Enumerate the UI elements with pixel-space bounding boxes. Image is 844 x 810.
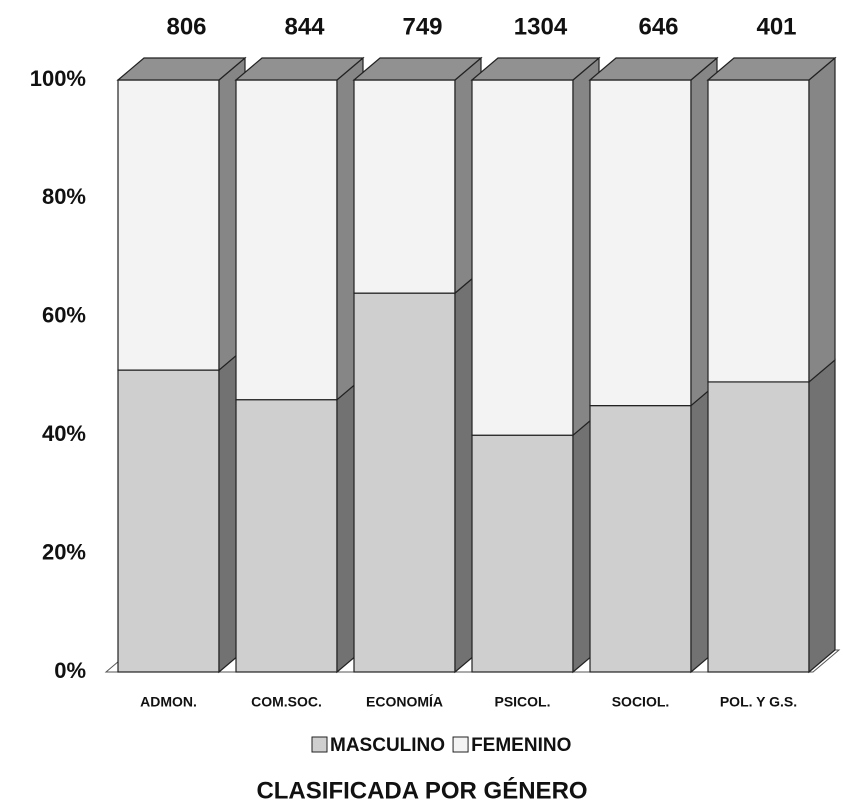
bar-side xyxy=(808,56,836,384)
legend-swatch xyxy=(452,736,469,753)
x-tick-label: POL. Y G.S. xyxy=(720,694,797,710)
bar-segment xyxy=(117,79,220,371)
y-tick-label: 40% xyxy=(42,421,86,446)
bar-top xyxy=(706,57,837,81)
bar-segment xyxy=(353,79,456,294)
total-label: 749 xyxy=(402,13,442,40)
total-label: 1304 xyxy=(514,13,568,40)
bar-segment xyxy=(235,79,338,401)
x-tick-label: ECONOMÍA xyxy=(366,694,443,710)
bar-top xyxy=(234,57,365,81)
bar-segment xyxy=(117,369,220,673)
chart-title: CLASIFICADA POR GÉNERO xyxy=(256,776,587,804)
bar-side xyxy=(808,358,836,674)
x-tick-label: SOCIOL. xyxy=(612,694,670,710)
legend-label: MASCULINO xyxy=(330,735,445,756)
bar-segment xyxy=(471,79,574,436)
total-label: 844 xyxy=(284,13,325,40)
bar-top xyxy=(116,57,247,81)
bar-top xyxy=(470,57,601,81)
total-label: 646 xyxy=(638,13,678,40)
bar-segment xyxy=(589,79,692,407)
x-tick-label: PSICOL. xyxy=(494,694,550,710)
x-tick-label: COM.SOC. xyxy=(251,694,322,710)
y-tick-label: 100% xyxy=(30,66,86,91)
bar-segment xyxy=(589,405,692,673)
total-label: 806 xyxy=(166,13,206,40)
legend-swatch xyxy=(311,736,328,753)
y-tick-label: 60% xyxy=(42,303,86,328)
bar-segment xyxy=(707,381,810,673)
y-tick-label: 20% xyxy=(42,539,86,564)
y-tick-label: 80% xyxy=(42,184,86,209)
bar-segment xyxy=(235,399,338,673)
bar-segment xyxy=(707,79,810,383)
y-tick-label: 0% xyxy=(54,658,86,683)
legend-label: FEMENINO xyxy=(471,735,571,756)
bar-segment xyxy=(353,292,456,673)
total-label: 401 xyxy=(756,13,796,40)
bar-top xyxy=(588,57,719,81)
x-tick-label: ADMON. xyxy=(140,694,197,710)
bar-top xyxy=(352,57,483,81)
bar-segment xyxy=(471,434,574,673)
